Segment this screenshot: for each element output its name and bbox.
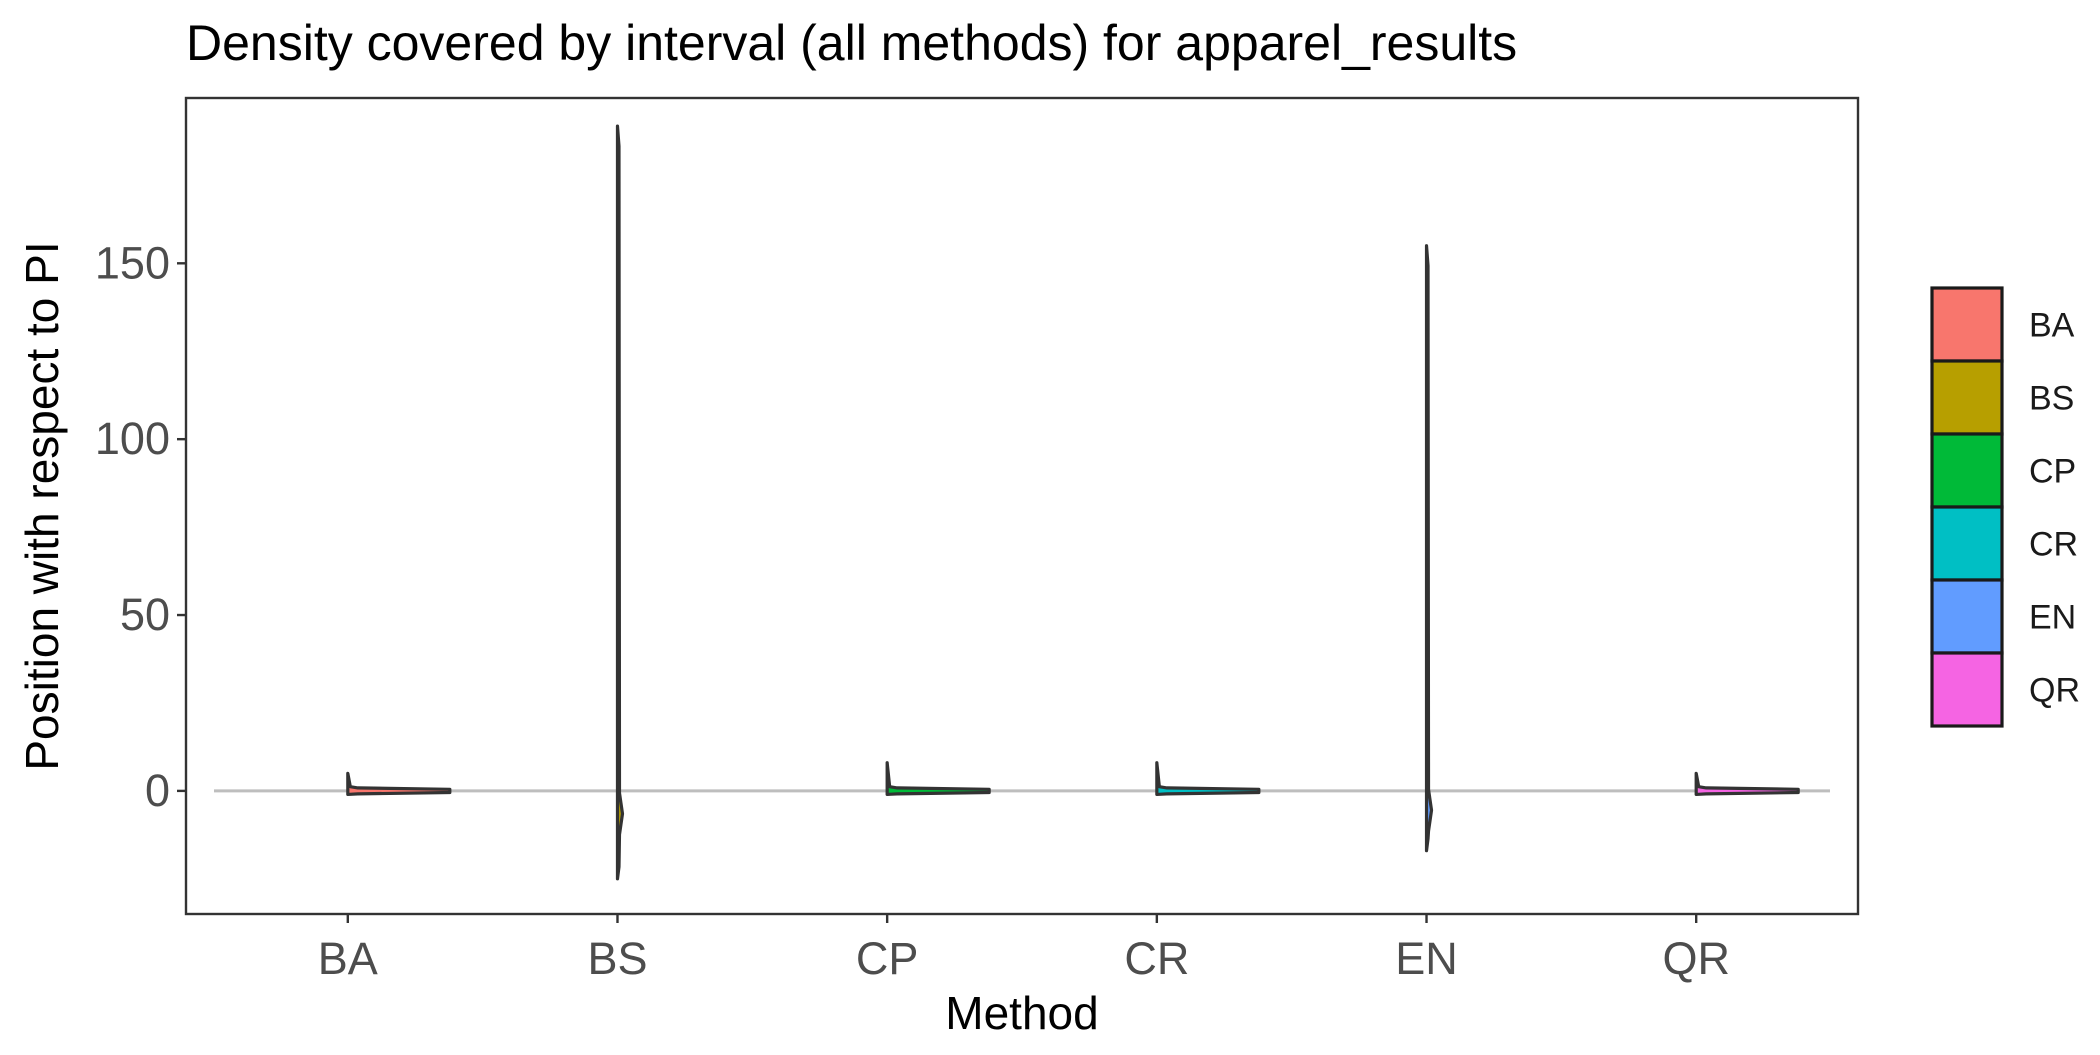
plot-border <box>184 96 1860 916</box>
legend-key <box>1930 505 2004 582</box>
y-tick-label: 150 <box>95 237 170 288</box>
legend-item-en: EN <box>1930 578 2076 655</box>
violin-shape <box>885 761 991 797</box>
x-tick-label: QR <box>1662 933 1730 984</box>
legend-item-bs: BS <box>1930 359 2074 436</box>
violin-qr <box>1694 771 1800 797</box>
x-tick-label: BS <box>587 933 647 984</box>
violin-shape <box>1424 244 1434 853</box>
legend-item-ba: BA <box>1930 286 2075 363</box>
x-axis-title: Method <box>945 987 1098 1039</box>
legend-label: CP <box>2029 453 2076 491</box>
violin-cr <box>1155 761 1261 797</box>
y-tick-label: 50 <box>120 589 170 640</box>
x-tick-label: CR <box>1124 933 1189 984</box>
x-axis: BA BS CP CR EN QR <box>318 914 1730 984</box>
plot-panel <box>186 98 1858 914</box>
violins <box>346 124 1800 881</box>
legend-item-qr: QR <box>1930 651 2080 728</box>
violin-shape <box>615 124 625 881</box>
legend-label: BA <box>2029 307 2075 345</box>
y-axis: 0 50 100 150 <box>95 237 186 816</box>
legend-label: CR <box>2029 526 2078 564</box>
legend-item-cp: CP <box>1930 432 2076 509</box>
violin-shape <box>346 771 452 797</box>
legend-key <box>1930 578 2004 655</box>
y-axis-title: Position with respect to PI <box>16 241 68 770</box>
violin-cp <box>885 761 991 797</box>
violin-shape <box>1155 761 1261 797</box>
violin-ba <box>346 771 452 797</box>
y-tick-label: 0 <box>145 765 170 816</box>
legend-label: EN <box>2029 599 2076 637</box>
legend-label: QR <box>2029 672 2080 710</box>
legend-key <box>1930 359 2004 436</box>
legend-label: BS <box>2029 380 2074 418</box>
violin-en <box>1424 244 1434 853</box>
x-tick-label: BA <box>318 933 378 984</box>
legend-key <box>1930 286 2004 363</box>
x-tick-label: EN <box>1395 933 1458 984</box>
violin-bs <box>615 124 625 881</box>
chart-title: Density covered by interval (all methods… <box>186 15 1517 71</box>
x-tick-label: CP <box>856 933 919 984</box>
y-tick-label: 100 <box>95 413 170 464</box>
legend-item-cr: CR <box>1930 505 2078 582</box>
legend: BA BS CP CR EN QR <box>1930 286 2080 728</box>
violin-shape <box>1694 771 1800 797</box>
legend-key <box>1930 432 2004 509</box>
legend-key <box>1930 651 2004 728</box>
